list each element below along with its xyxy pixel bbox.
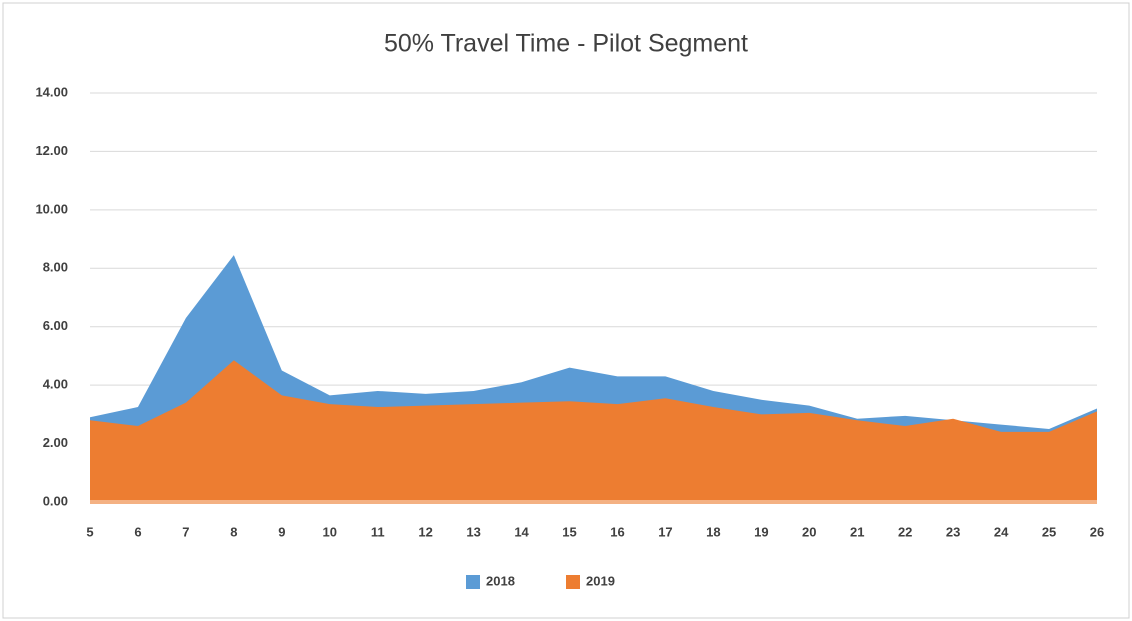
x-tick-label: 10 [323,524,337,539]
x-tick-label: 22 [898,524,912,539]
chart-title: 50% Travel Time - Pilot Segment [384,30,748,58]
x-tick-label: 23 [946,524,960,539]
x-tick-label: 19 [754,524,768,539]
x-tick-label: 7 [182,524,189,539]
x-tick-label: 8 [230,524,237,539]
x-tick-label: 14 [514,524,529,539]
x-tick-label: 17 [658,524,672,539]
legend-label: 2019 [586,573,615,588]
y-tick-label: 6.00 [43,318,68,333]
x-tick-label: 16 [610,524,624,539]
y-tick-label: 2.00 [43,435,68,450]
x-tick-label: 12 [418,524,432,539]
x-tick-label: 13 [466,524,480,539]
x-tick-label: 6 [134,524,141,539]
y-tick-label: 12.00 [35,143,68,158]
x-tick-label: 5 [86,524,93,539]
y-tick-label: 10.00 [35,201,68,216]
legend-swatch [466,575,480,589]
x-tick-label: 18 [706,524,720,539]
x-tick-label: 15 [562,524,576,539]
y-tick-label: 4.00 [43,377,68,392]
x-tick-label: 11 [371,524,385,539]
y-tick-label: 0.00 [43,493,68,508]
x-tick-label: 25 [1042,524,1056,539]
x-tick-label: 9 [278,524,285,539]
x-tick-label: 21 [850,524,864,539]
x-tick-label: 24 [994,524,1009,539]
legend-swatch [566,575,580,589]
x-tick-label: 20 [802,524,816,539]
legend-label: 2018 [486,573,515,588]
area [90,360,1097,502]
y-tick-label: 14.00 [35,84,68,99]
x-tick-label: 26 [1090,524,1104,539]
y-tick-label: 8.00 [43,260,68,275]
